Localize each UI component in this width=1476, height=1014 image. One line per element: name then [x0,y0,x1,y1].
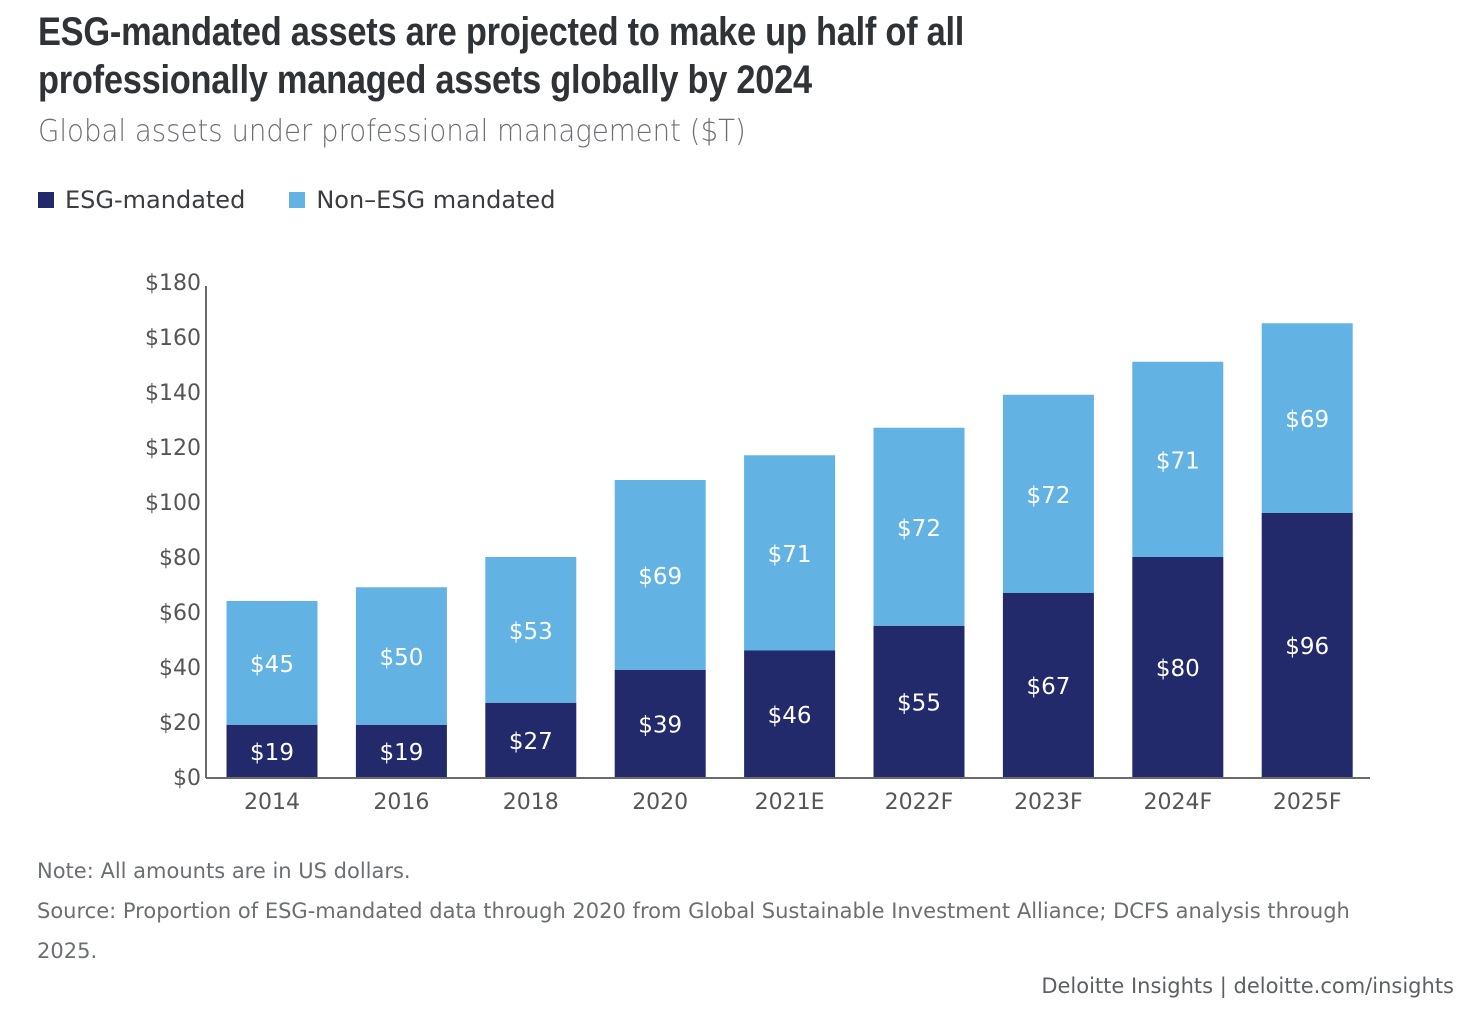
bar-esg-2025F [1261,513,1353,777]
legend-swatch-esg [38,192,54,208]
x-tick-label: 2023F [1014,790,1083,815]
data-label-non-esg-2016: $50 [379,645,423,671]
y-tick-label: $180 [145,271,201,296]
x-tick-label: 2024F [1143,790,1212,815]
bar-group-2022F: $55 $72 [873,427,965,777]
y-tick-label: $60 [159,601,201,626]
bar-non-esg-2018 [485,557,577,703]
bar-group-2020: $39 $69 [614,480,706,777]
chart-subtitle: Global assets under professional managem… [38,114,746,149]
stacked-bar-chart: $0 $20 $40 $60 $80 $100 $120 $140 $160 $180 $19 $4… [145,271,1370,815]
data-label-esg-2024F: $80 [1156,656,1200,682]
bar-non-esg-2024F [1132,361,1224,557]
legend: ESG-mandated Non–ESG mandated [38,186,599,214]
bar-group-2018: $27 $53 [485,557,577,777]
bar-esg-2016 [355,724,447,777]
bar-group-2024F: $80 $71 [1132,361,1224,777]
bars: $19$45$19$50$27$53$39$69$46$71$55$72$67$… [226,323,1353,777]
bar-non-esg-2025F [1261,323,1353,513]
x-tick-label: 2018 [503,790,559,815]
data-label-esg-2023F: $67 [1026,674,1070,700]
x-tick-label: 2022F [885,790,954,815]
bar-esg-2022F [873,625,965,777]
data-label-esg-2018: $27 [509,729,553,755]
legend-item-esg: ESG-mandated [38,186,245,214]
data-label-non-esg-2024F: $71 [1156,448,1200,474]
y-tick-label: $140 [145,381,201,406]
bar-esg-2021E [744,650,836,777]
data-label-non-esg-2022F: $72 [897,516,941,542]
bar-group-2014: $19 $45 [226,601,318,777]
bar-esg-2014 [226,724,318,777]
data-label-non-esg-2014: $45 [250,652,294,678]
x-tick-label: 2014 [244,790,300,815]
data-label-non-esg-2023F: $72 [1026,483,1070,509]
bar-group-2016: $19 $50 [355,587,447,777]
data-label-esg-2022F: $55 [897,690,941,716]
bar-group-2021E: $46 $71 [744,455,836,777]
data-label-esg-2016: $19 [379,740,423,766]
bar-non-esg-2016 [355,587,447,725]
legend-item-non-esg: Non–ESG mandated [289,186,555,214]
y-tick-label: $20 [159,711,201,736]
bar-esg-2024F [1132,557,1224,777]
chart-source: Source: Proportion of ESG-mandated data … [37,899,1350,963]
data-label-non-esg-2025F: $69 [1285,407,1329,433]
bar-esg-2020 [614,669,706,777]
bar-non-esg-2014 [226,601,318,725]
x-tick-label: 2020 [632,790,688,815]
data-label-non-esg-2018: $53 [509,619,553,645]
legend-label-non-esg: Non–ESG mandated [316,186,556,214]
chart-note: Note: All amounts are in US dollars. [37,859,411,883]
bar-esg-2023F [1002,592,1094,777]
legend-swatch-non-esg [289,192,306,208]
chart-title: ESG-mandated assets are projected to mak… [38,10,965,102]
data-label-esg-2021E: $46 [768,703,812,729]
y-axis-ticks: $0 $20 $40 $60 $80 $100 $120 $140 $160 $180 [145,271,201,791]
data-label-esg-2020: $39 [638,712,682,738]
bar-non-esg-2020 [614,480,706,670]
data-label-non-esg-2020: $69 [638,564,682,590]
bar-non-esg-2021E [744,455,836,651]
bar-group-2023F: $67 $72 [1002,394,1094,777]
x-tick-label: 2016 [373,790,429,815]
data-label-non-esg-2021E: $71 [768,542,812,568]
y-tick-label: $120 [145,436,201,461]
x-axis-ticks: 2014 2016 2018 2020 2021E 2022F 2023F 2024F 2025… [244,790,1342,815]
data-label-esg-2025F: $96 [1285,634,1329,660]
y-tick-label: $160 [145,326,201,351]
bar-esg-2018 [485,702,577,777]
y-tick-label: $0 [173,766,201,791]
y-tick-label: $80 [159,546,201,571]
y-tick-label: $40 [159,656,201,681]
bar-non-esg-2022F [873,427,965,626]
bar-group-2025F: $96 $69 [1261,323,1353,777]
data-label-esg-2014: $19 [250,740,294,766]
x-tick-label: 2021E [755,790,825,815]
x-tick-label: 2025F [1273,790,1342,815]
bar-non-esg-2023F [1002,394,1094,593]
footer-credit: Deloitte Insights | deloitte.com/insight… [1041,974,1454,998]
legend-label-esg: ESG-mandated [65,186,246,214]
y-tick-label: $100 [145,491,201,516]
